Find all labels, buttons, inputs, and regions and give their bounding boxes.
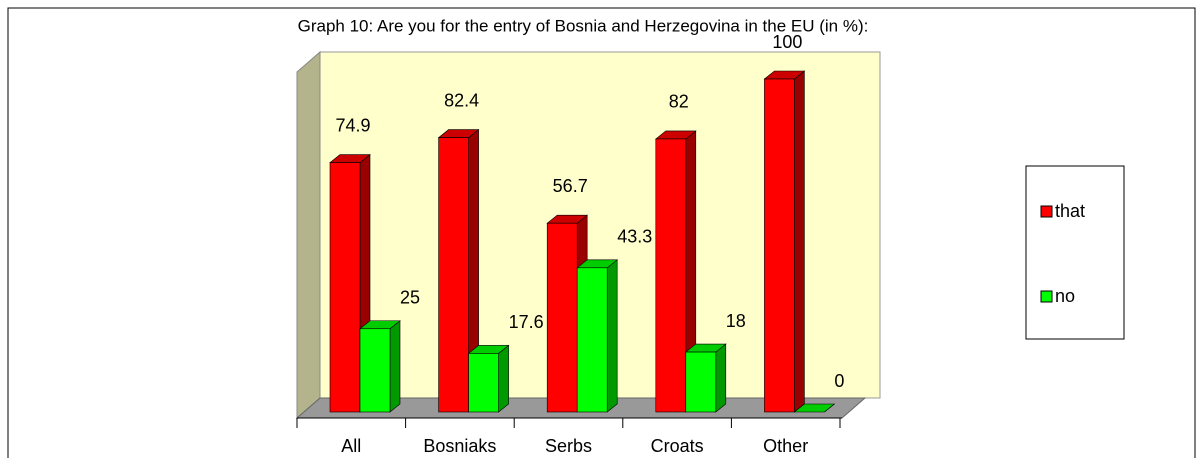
bar: [576, 267, 608, 413]
data-label: 56.7: [553, 176, 588, 196]
legend-label: that: [1055, 201, 1085, 221]
data-label: 18: [726, 311, 746, 331]
data-label: 43.3: [617, 227, 652, 247]
bar: [655, 138, 687, 413]
bar: [468, 353, 499, 413]
data-label: 82: [669, 92, 689, 112]
bar: [438, 137, 469, 413]
side-wall: [296, 50, 321, 420]
data-label: 82.4: [444, 90, 479, 110]
bar: [359, 328, 391, 413]
data-label: 0: [834, 371, 844, 391]
bar-side: [794, 70, 805, 413]
bar-side: [715, 343, 727, 413]
data-label: 100: [772, 32, 802, 52]
data-label: 74.9: [335, 115, 370, 135]
x-tick-label: Croats: [651, 436, 704, 456]
x-tick-label: All: [341, 436, 361, 456]
data-label: 17.6: [509, 312, 544, 332]
bar: [329, 162, 361, 413]
legend-swatch: [1040, 205, 1053, 218]
x-tick-label: Serbs: [545, 436, 592, 456]
x-tick-label: Other: [763, 436, 808, 456]
bar-side: [606, 259, 618, 413]
bar-side: [389, 320, 401, 413]
bar: [546, 222, 578, 413]
bar-top: [793, 403, 836, 413]
legend-label: no: [1055, 286, 1075, 306]
legend: [1025, 165, 1125, 340]
bar-side: [498, 344, 509, 413]
x-tick-label: Bosniaks: [423, 436, 496, 456]
bar: [685, 351, 717, 413]
legend-swatch: [1040, 290, 1053, 303]
data-label: 25: [400, 288, 420, 308]
bar: [764, 78, 795, 413]
chart-title: Graph 10: Are you for the entry of Bosni…: [298, 16, 869, 35]
